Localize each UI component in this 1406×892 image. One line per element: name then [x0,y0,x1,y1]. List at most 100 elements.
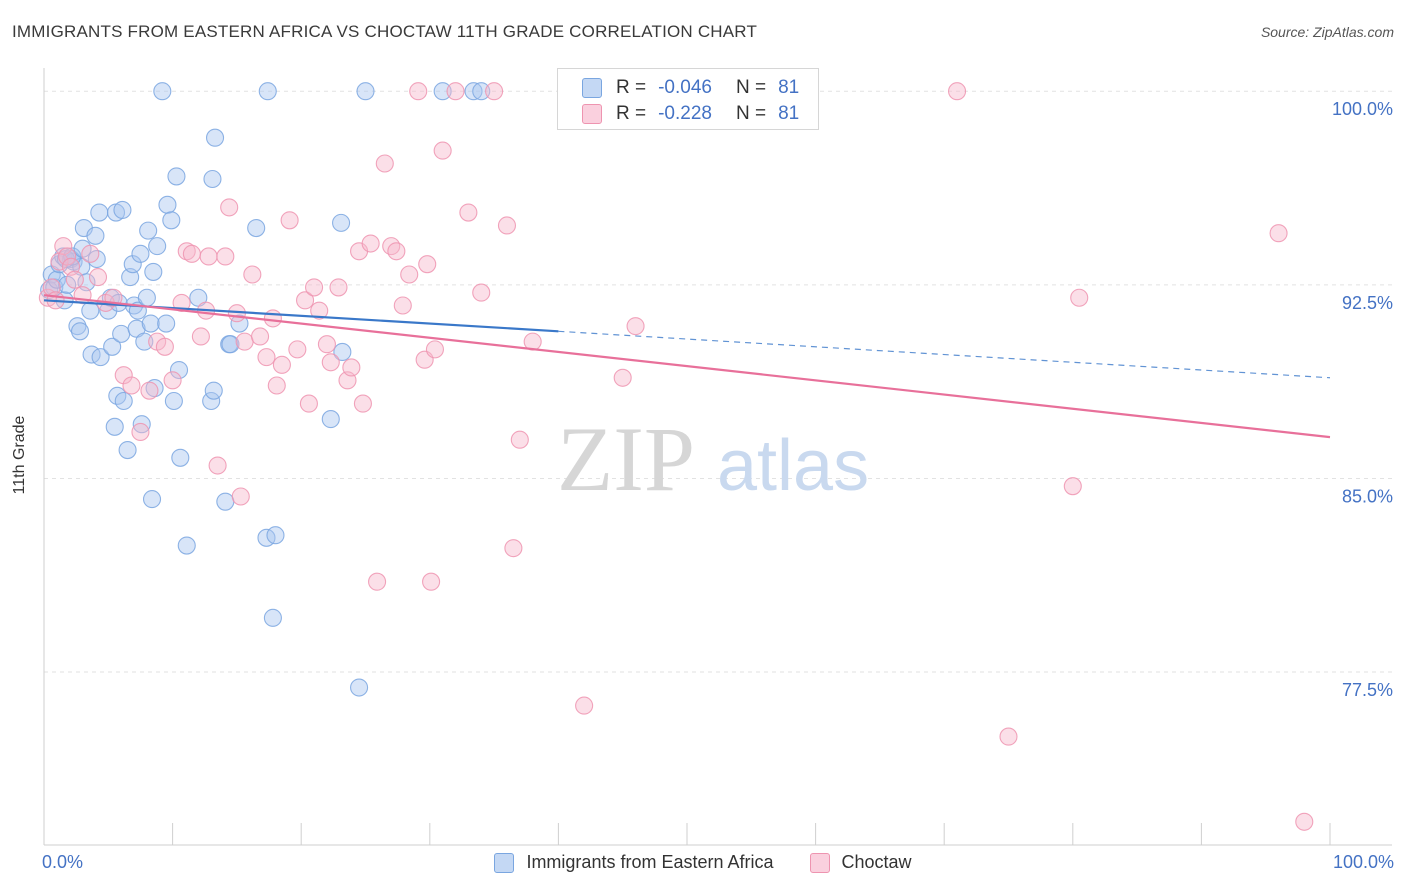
eastern-africa-trendline-extension [558,330,1331,379]
choctaw-point [220,198,239,217]
axis-layer [43,68,1392,846]
legend-n-value: 81 [778,103,800,124]
choctaw-point [504,539,523,558]
legend-r-value: -0.228 [658,103,712,124]
eastern-africa-point [137,288,156,307]
choctaw-point [65,270,84,289]
legend-item-choctaw[interactable]: Choctaw [809,852,912,873]
choctaw-point [342,358,361,377]
choctaw-point [155,337,174,356]
eastern-africa-point [68,317,87,336]
choctaw-point [626,317,645,336]
eastern-africa-point [203,169,222,189]
choctaw-point [409,82,428,101]
choctaw-point [368,572,387,591]
choctaw-point [58,247,77,266]
choctaw-point [131,422,150,442]
legend-n-label: N = [735,77,767,98]
legend-label-eastern-africa: Immigrants from Eastern Africa [526,852,774,872]
choctaw-point [1295,812,1314,831]
eastern-africa-point [81,301,100,320]
watermark-atlas: atlas [717,426,869,506]
choctaw-point [243,265,262,284]
legend-r-label: R = [616,103,647,124]
choctaw-point [182,244,201,263]
eastern-africa-point [105,417,124,436]
eastern-africa-point [148,237,167,256]
legend-row-choctaw: R = -0.228 N = 81 [582,103,799,125]
eastern-africa-point [321,410,340,429]
legend-row-eastern-africa: R = -0.046 N = 81 [582,77,799,99]
choctaw-point [122,376,141,395]
eastern-africa-point [247,218,266,238]
chart-title: IMMIGRANTS FROM EASTERN AFRICA VS CHOCTA… [12,22,758,41]
eastern-africa-point [123,255,142,274]
choctaw-point [433,141,452,160]
eastern-africa-point [118,440,137,460]
choctaw-point [999,727,1018,746]
eastern-africa-point [221,335,240,354]
choctaw-point [299,394,318,413]
eastern-africa-point [350,678,369,697]
choctaw-point [459,203,478,222]
choctaw-point [418,255,437,274]
x-tick-label-min: 0.0% [42,852,84,872]
choctaw-point [250,327,270,346]
legend-swatch-pink [809,852,830,873]
source-label: Source: ZipAtlas.com [1260,24,1394,40]
eastern-africa-point [205,128,225,147]
eastern-africa-point [164,391,183,411]
legend-item-eastern-africa[interactable]: Immigrants from Eastern Africa [494,852,774,873]
choctaw-point [267,376,286,395]
points-layer [38,82,1314,831]
legend-label-choctaw: Choctaw [841,852,912,872]
eastern-africa-point [145,379,164,398]
eastern-africa-point [171,448,190,467]
choctaw-point [54,237,73,256]
eastern-africa-point [266,526,285,545]
trend-layer [43,294,1331,439]
eastern-africa-point [114,391,133,411]
eastern-africa-point [433,82,452,101]
choctaw-point [257,348,276,367]
choctaw-point [400,265,419,284]
eastern-africa-point [356,82,375,101]
choctaw-point [1063,477,1082,496]
eastern-africa-point [112,324,131,343]
choctaw-point [81,244,100,263]
choctaw-point [485,82,504,101]
grid-layer [44,90,1392,673]
choctaw-point [321,353,340,372]
eastern-africa-point [333,342,352,362]
choctaw-point [280,211,299,230]
legend-r-value: -0.046 [658,77,712,98]
legend-r-label: R = [616,77,647,98]
eastern-africa-point [169,360,189,380]
eastern-africa-point [91,348,110,367]
eastern-africa-point [230,314,249,333]
eastern-africa-point [258,82,277,101]
correlation-legend: R = -0.046 N = 81 R = -0.228 N = 81 [557,68,819,130]
choctaw-point [1269,224,1288,243]
choctaw-point [88,268,108,287]
watermark-zip: ZIP [557,408,695,510]
choctaw-point [422,572,441,591]
eastern-africa-point [135,332,154,351]
choctaw-point [296,291,315,310]
choctaw-point [163,371,182,390]
eastern-africa-point [464,82,483,101]
choctaw-point [310,301,329,320]
eastern-africa-point [263,608,282,627]
choctaw-point [472,283,491,302]
choctaw-point [393,296,412,315]
choctaw-trendline [43,294,1331,439]
eastern-africa-point [86,226,105,245]
choctaw-point [497,216,517,235]
choctaw-point [235,332,254,351]
choctaw-point [191,327,210,346]
eastern-africa-point [177,536,196,555]
eastern-africa-point [90,203,109,222]
eastern-africa-point [167,167,186,186]
choctaw-point [510,430,529,449]
choctaw-point [199,247,218,266]
